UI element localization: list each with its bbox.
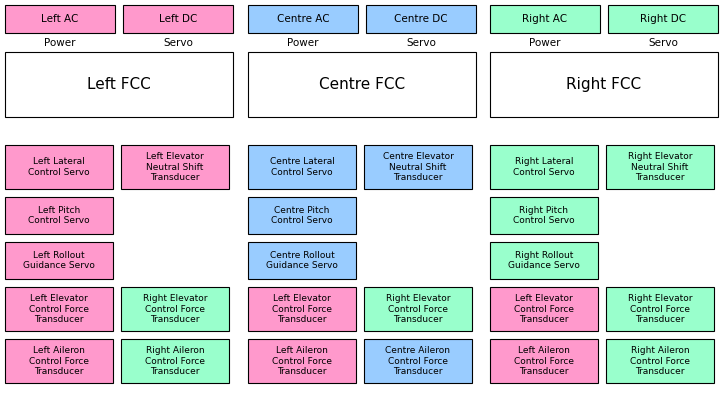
- Text: Right Elevator
Control Force
Transducer: Right Elevator Control Force Transducer: [386, 294, 450, 324]
- FancyBboxPatch shape: [490, 197, 598, 234]
- FancyBboxPatch shape: [490, 145, 598, 189]
- Text: Servo: Servo: [648, 38, 678, 48]
- Text: Centre FCC: Centre FCC: [319, 77, 405, 92]
- FancyBboxPatch shape: [366, 5, 476, 33]
- Text: Left Aileron
Control Force
Transducer: Left Aileron Control Force Transducer: [514, 346, 574, 376]
- FancyBboxPatch shape: [121, 339, 229, 383]
- FancyBboxPatch shape: [5, 5, 115, 33]
- FancyBboxPatch shape: [606, 339, 714, 383]
- FancyBboxPatch shape: [608, 5, 718, 33]
- Text: Power: Power: [44, 38, 75, 48]
- Text: Right Rollout
Guidance Servo: Right Rollout Guidance Servo: [508, 251, 580, 271]
- Text: Centre AC: Centre AC: [277, 14, 329, 24]
- FancyBboxPatch shape: [248, 5, 358, 33]
- Text: Centre Lateral
Control Servo: Centre Lateral Control Servo: [270, 157, 334, 177]
- FancyBboxPatch shape: [248, 242, 356, 279]
- FancyBboxPatch shape: [364, 339, 472, 383]
- Text: Left AC: Left AC: [41, 14, 79, 24]
- Text: Left Aileron
Control Force
Transducer: Left Aileron Control Force Transducer: [29, 346, 89, 376]
- FancyBboxPatch shape: [490, 5, 600, 33]
- FancyBboxPatch shape: [364, 287, 472, 331]
- FancyBboxPatch shape: [5, 339, 113, 383]
- FancyBboxPatch shape: [5, 242, 113, 279]
- Text: Left Pitch
Control Servo: Left Pitch Control Servo: [28, 205, 90, 225]
- Text: Right Lateral
Control Servo: Right Lateral Control Servo: [513, 157, 575, 177]
- FancyBboxPatch shape: [123, 5, 233, 33]
- FancyBboxPatch shape: [364, 145, 472, 189]
- Text: Right Elevator
Control Force
Transducer: Right Elevator Control Force Transducer: [143, 294, 207, 324]
- Text: Right Aileron
Control Force
Transducer: Right Aileron Control Force Transducer: [145, 346, 205, 376]
- Text: Left Rollout
Guidance Servo: Left Rollout Guidance Servo: [23, 251, 95, 271]
- FancyBboxPatch shape: [248, 197, 356, 234]
- Text: Power: Power: [529, 38, 560, 48]
- FancyBboxPatch shape: [606, 145, 714, 189]
- FancyBboxPatch shape: [490, 52, 718, 117]
- FancyBboxPatch shape: [490, 242, 598, 279]
- FancyBboxPatch shape: [5, 52, 233, 117]
- Text: Left Aileron
Control Force
Transducer: Left Aileron Control Force Transducer: [272, 346, 332, 376]
- Text: Right Pitch
Control Servo: Right Pitch Control Servo: [513, 205, 575, 225]
- Text: Left Lateral
Control Servo: Left Lateral Control Servo: [28, 157, 90, 177]
- Text: Left Elevator
Control Force
Transducer: Left Elevator Control Force Transducer: [272, 294, 332, 324]
- Text: Right AC: Right AC: [523, 14, 568, 24]
- FancyBboxPatch shape: [121, 145, 229, 189]
- Text: Left Elevator
Control Force
Transducer: Left Elevator Control Force Transducer: [514, 294, 574, 324]
- FancyBboxPatch shape: [606, 287, 714, 331]
- FancyBboxPatch shape: [490, 339, 598, 383]
- Text: Right Elevator
Control Force
Transducer: Right Elevator Control Force Transducer: [628, 294, 692, 324]
- Text: Centre Elevator
Neutral Shift
Transducer: Centre Elevator Neutral Shift Transducer: [383, 152, 453, 182]
- Text: Left Elevator
Neutral Shift
Transducer: Left Elevator Neutral Shift Transducer: [146, 152, 204, 182]
- FancyBboxPatch shape: [121, 287, 229, 331]
- FancyBboxPatch shape: [248, 339, 356, 383]
- Text: Right Aileron
Control Force
Transducer: Right Aileron Control Force Transducer: [630, 346, 690, 376]
- Text: Centre Rollout
Guidance Servo: Centre Rollout Guidance Servo: [266, 251, 338, 271]
- FancyBboxPatch shape: [5, 287, 113, 331]
- FancyBboxPatch shape: [5, 145, 113, 189]
- FancyBboxPatch shape: [248, 145, 356, 189]
- Text: Right DC: Right DC: [640, 14, 686, 24]
- Text: Servo: Servo: [406, 38, 436, 48]
- Text: Left DC: Left DC: [159, 14, 197, 24]
- FancyBboxPatch shape: [5, 197, 113, 234]
- Text: Right FCC: Right FCC: [566, 77, 642, 92]
- Text: Left FCC: Left FCC: [87, 77, 151, 92]
- Text: Right Elevator
Neutral Shift
Transducer: Right Elevator Neutral Shift Transducer: [628, 152, 692, 182]
- FancyBboxPatch shape: [248, 287, 356, 331]
- Text: Servo: Servo: [163, 38, 193, 48]
- Text: Centre Pitch
Control Servo: Centre Pitch Control Servo: [271, 205, 333, 225]
- Text: Left Elevator
Control Force
Transducer: Left Elevator Control Force Transducer: [29, 294, 89, 324]
- FancyBboxPatch shape: [490, 287, 598, 331]
- Text: Centre DC: Centre DC: [394, 14, 448, 24]
- Text: Centre Aileron
Control Force
Transducer: Centre Aileron Control Force Transducer: [386, 346, 450, 376]
- FancyBboxPatch shape: [248, 52, 476, 117]
- Text: Power: Power: [287, 38, 319, 48]
